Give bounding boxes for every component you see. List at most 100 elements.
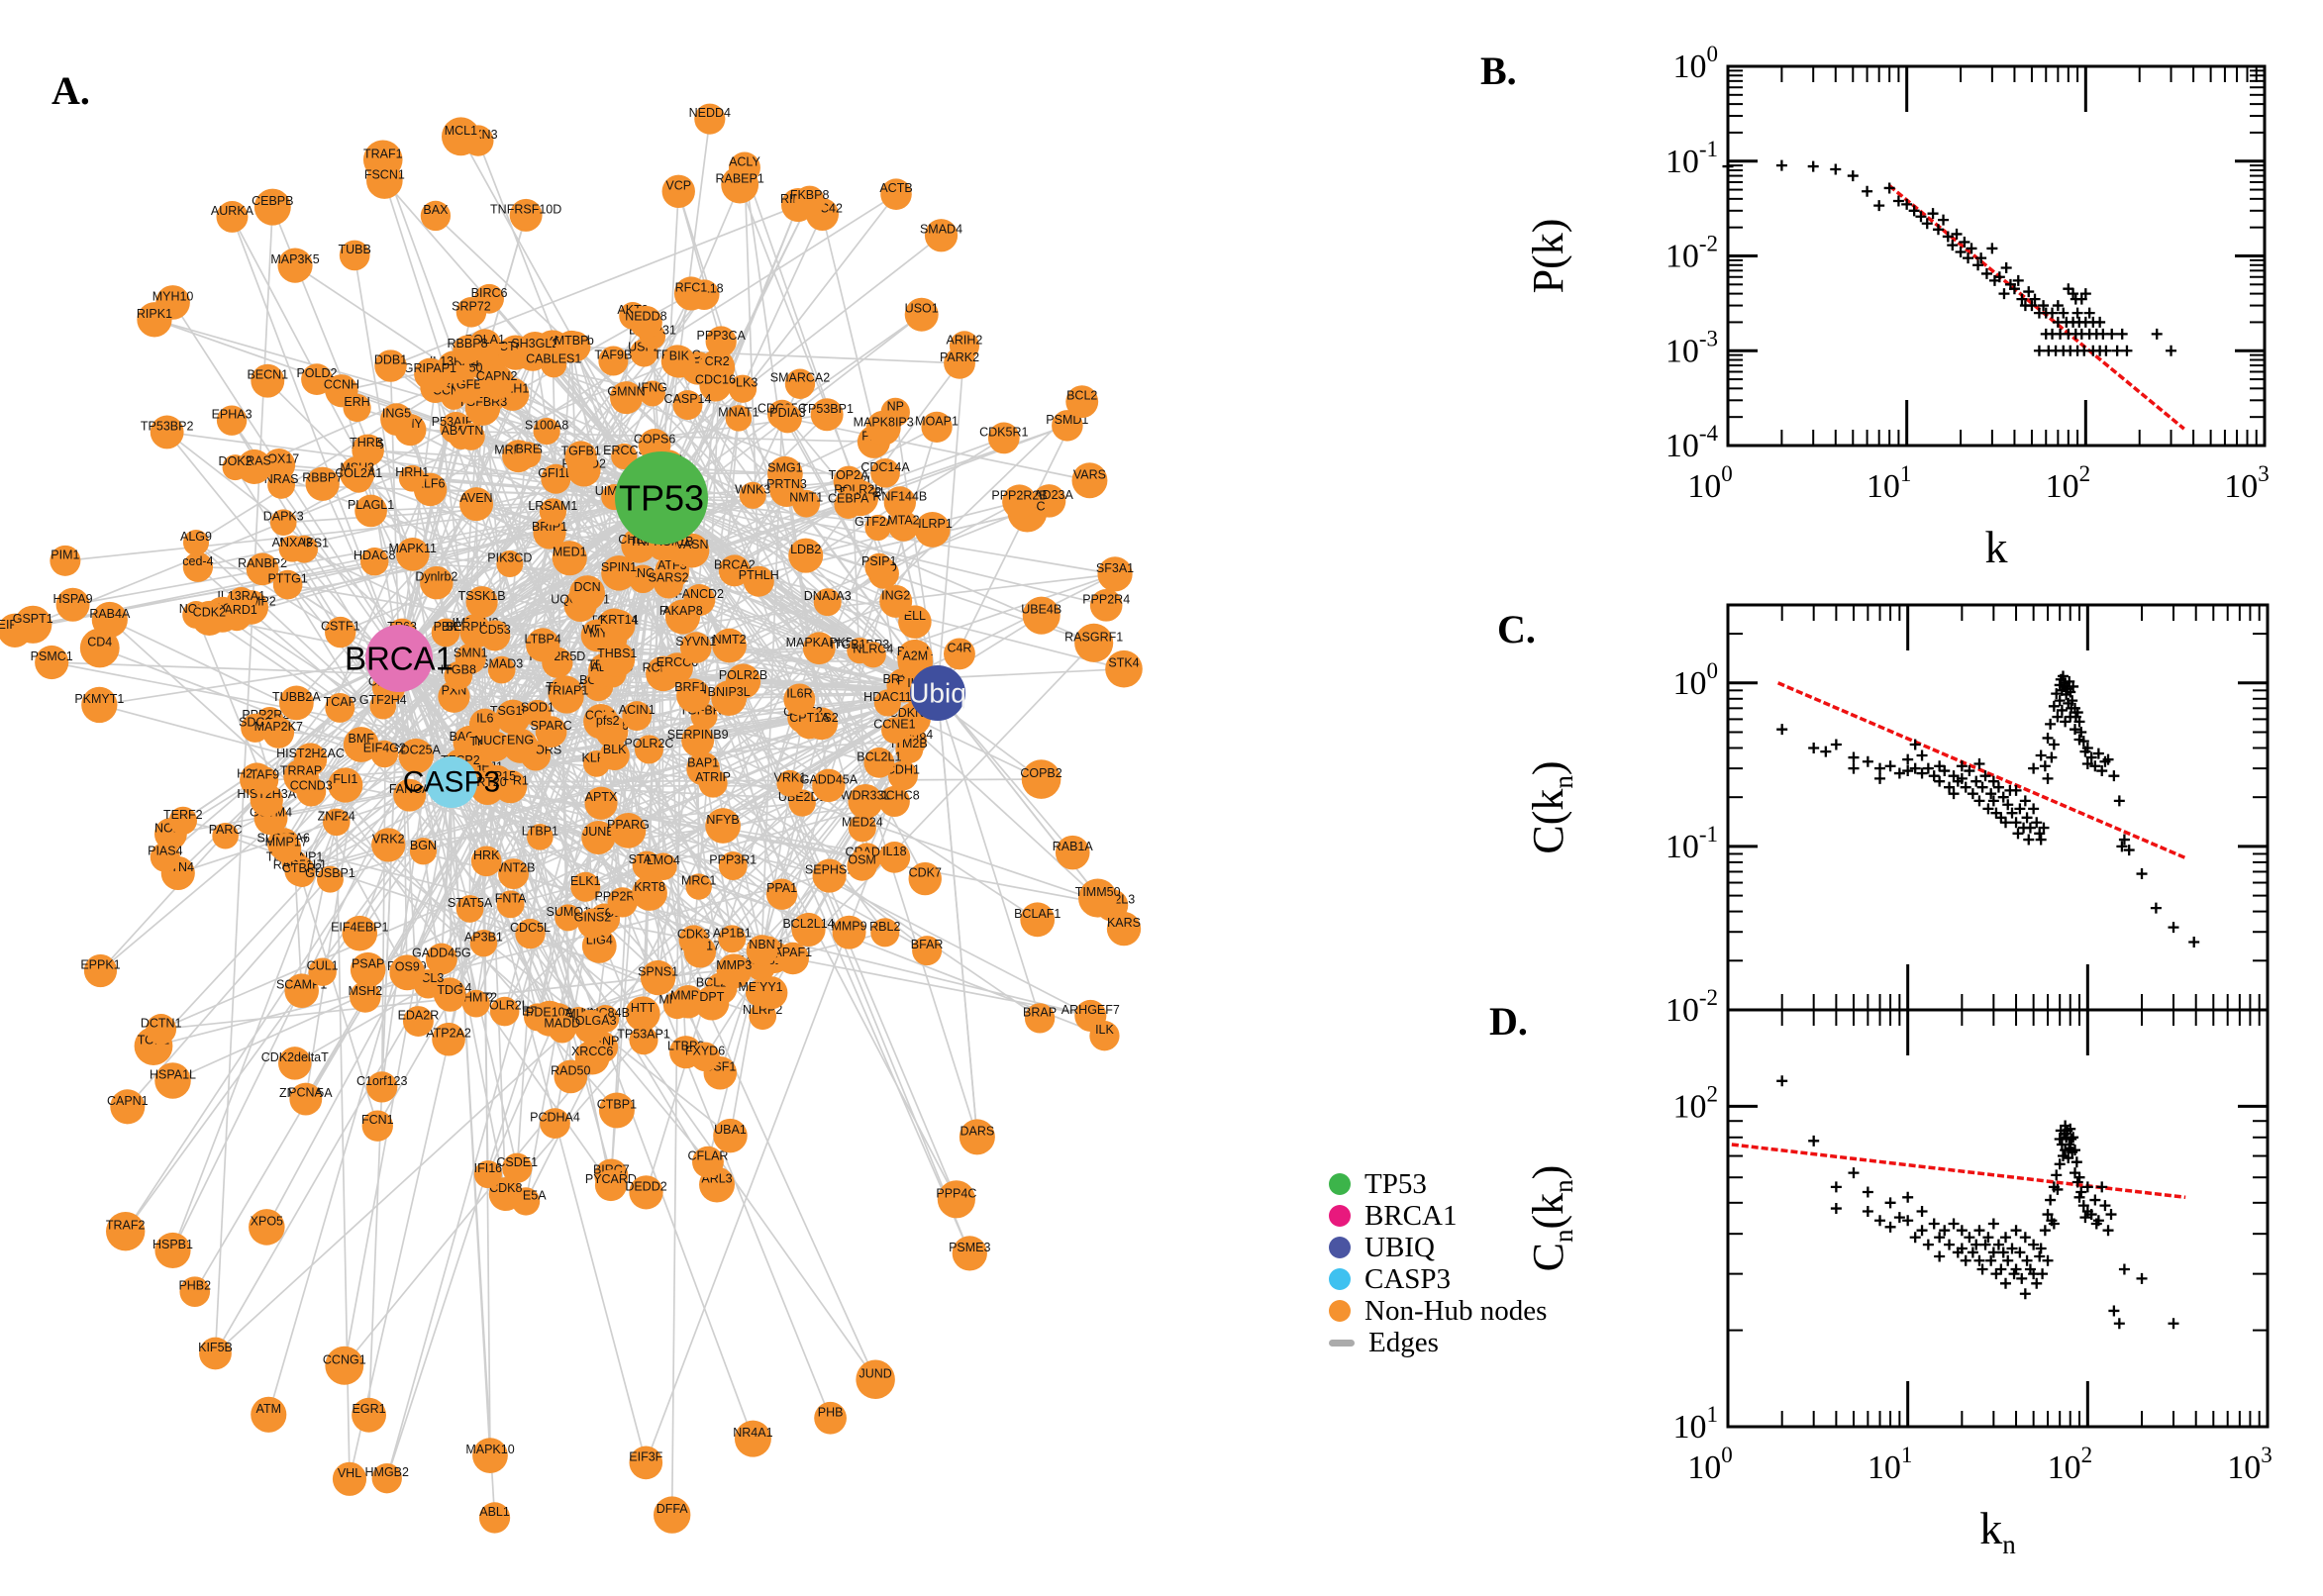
svg-text:FSCN1: FSCN1 [364,168,405,182]
svg-text:ZNF24: ZNF24 [318,809,355,823]
casp3-swatch-icon [1329,1268,1351,1290]
svg-text:SPARC: SPARC [531,719,572,733]
svg-text:SARS2: SARS2 [649,571,689,585]
svg-text:ARIH2: ARIH2 [947,333,983,347]
svg-text:CDC25A: CDC25A [392,744,442,757]
svg-text:SHMT2: SHMT2 [455,991,497,1005]
svg-text:CDH1: CDH1 [886,762,920,776]
svg-text:BRCA2: BRCA2 [714,557,756,571]
svg-text:ING5: ING5 [382,407,411,421]
network-graph: TCAPSMG1Ifi204H2AFYZCCHC8CDS1hMLH1MRPL36… [0,103,1143,1534]
svg-text:MYH10: MYH10 [152,289,194,303]
svg-text:CDK8: CDK8 [489,1181,522,1195]
svg-text:AP1B1: AP1B1 [713,926,752,940]
svg-text:101: 101 [1867,461,1911,505]
svg-text:CEBPA: CEBPA [828,492,869,506]
svg-text:Cn​(kn​): Cn​(kn​) [1524,1165,1578,1272]
legend: TP53 BRCA1 UBIQ CASP3 Non-Hub nodes Edge… [1329,1167,1548,1358]
svg-text:RANBP2: RANBP2 [238,556,287,570]
svg-text:MAP2K7: MAP2K7 [254,720,303,734]
svg-text:PIM1: PIM1 [50,548,79,561]
svg-text:PLAGL1: PLAGL1 [348,498,394,512]
svg-text:BCL2L1: BCL2L1 [857,749,901,763]
svg-text:DARS: DARS [960,1124,994,1138]
svg-text:KRT20: KRT20 [468,775,507,789]
svg-text:APTX: APTX [585,790,618,804]
svg-text:MED24: MED24 [842,815,883,829]
svg-text:HIST2H2AC: HIST2H2AC [276,747,345,760]
svg-text:AKAP8: AKAP8 [662,604,702,618]
svg-text:CDK2deltaT: CDK2deltaT [261,1050,329,1064]
svg-text:PLK3: PLK3 [728,376,758,390]
svg-text:VRK2: VRK2 [372,832,405,846]
legend-label-tp53: TP53 [1364,1167,1427,1200]
svg-text:VTN: VTN [458,424,483,438]
svg-text:TOP2A: TOP2A [829,468,869,482]
svg-text:ING2: ING2 [881,588,910,602]
edge-swatch-icon [1329,1339,1355,1347]
svg-text:101: 101 [1868,1443,1912,1486]
legend-label-edges: Edges [1368,1326,1439,1358]
svg-text:BCLAF1: BCLAF1 [1014,907,1060,921]
svg-text:BARD1: BARD1 [216,603,257,617]
svg-text:EPHA3: EPHA3 [212,408,252,422]
svg-text:DOK2: DOK2 [219,454,252,468]
svg-text:CDC16: CDC16 [695,373,736,387]
svg-text:TRAF2: TRAF2 [106,1219,146,1233]
svg-text:ENG: ENG [507,733,534,747]
svg-text:PHB: PHB [818,1405,844,1419]
svg-text:k: k [1985,522,2008,572]
svg-text:TRRAP: TRRAP [280,763,322,777]
svg-text:CD53: CD53 [479,623,511,637]
svg-text:MTBP: MTBP [555,334,589,348]
svg-text:SMAD3: SMAD3 [480,657,523,671]
svg-text:C4R: C4R [947,641,971,654]
svg-text:VASN: VASN [675,538,708,551]
svg-text:CABLES1: CABLES1 [526,351,581,365]
svg-text:A2M: A2M [902,648,928,662]
svg-text:P(k): P(k) [1524,219,1572,294]
svg-text:NMT2: NMT2 [713,633,747,647]
svg-text:SOD1: SOD1 [521,701,555,715]
legend-label-nonhub: Non-Hub nodes [1364,1294,1548,1327]
svg-text:XRCC6: XRCC6 [571,1045,613,1058]
svg-text:CTBP1: CTBP1 [597,1098,637,1112]
svg-text:TSSK1B: TSSK1B [458,589,506,603]
panel-d-label: D. [1489,999,1528,1044]
svg-text:NEDD4: NEDD4 [689,106,731,120]
svg-text:ACIN1: ACIN1 [619,703,656,717]
svg-text:NMT1: NMT1 [789,491,823,505]
svg-text:POLR2B: POLR2B [719,668,767,682]
svg-text:CDK2: CDK2 [193,605,226,619]
svg-text:GRIPAP1: GRIPAP1 [404,361,456,375]
svg-text:HMGB2: HMGB2 [365,1465,410,1479]
svg-text:DCN: DCN [574,580,601,594]
svg-text:LDB2: LDB2 [790,543,821,556]
svg-text:FNTA: FNTA [495,891,527,905]
svg-text:IL18: IL18 [882,845,906,858]
svg-text:CASP14: CASP14 [664,392,712,406]
svg-text:HDAC11: HDAC11 [863,690,911,704]
svg-text:COL2A1: COL2A1 [335,466,382,480]
svg-text:CR2: CR2 [705,354,730,368]
svg-text:HSPB1: HSPB1 [152,1238,193,1251]
svg-text:101: 101 [1673,1402,1719,1446]
svg-text:ATRIP: ATRIP [695,770,731,784]
svg-text:SPIN1: SPIN1 [601,560,637,574]
svg-text:COPS6: COPS6 [634,432,675,446]
svg-text:HSPA9: HSPA9 [53,592,93,606]
svg-text:MSH2: MSH2 [348,984,382,998]
svg-text:CCND3: CCND3 [290,778,333,792]
svg-text:ATM: ATM [256,1402,281,1416]
svg-text:ELL: ELL [904,609,926,623]
svg-text:MMP9: MMP9 [831,920,866,934]
svg-text:HRK: HRK [473,848,500,862]
svg-text:ARHGEF7: ARHGEF7 [1061,1003,1120,1017]
svg-text:SF3A1: SF3A1 [1096,561,1134,575]
svg-text:pfs2: pfs2 [596,714,620,728]
svg-text:MAP3K5: MAP3K5 [270,252,319,266]
svg-text:MCL1: MCL1 [445,124,477,138]
svg-text:MOAP1: MOAP1 [915,414,959,428]
